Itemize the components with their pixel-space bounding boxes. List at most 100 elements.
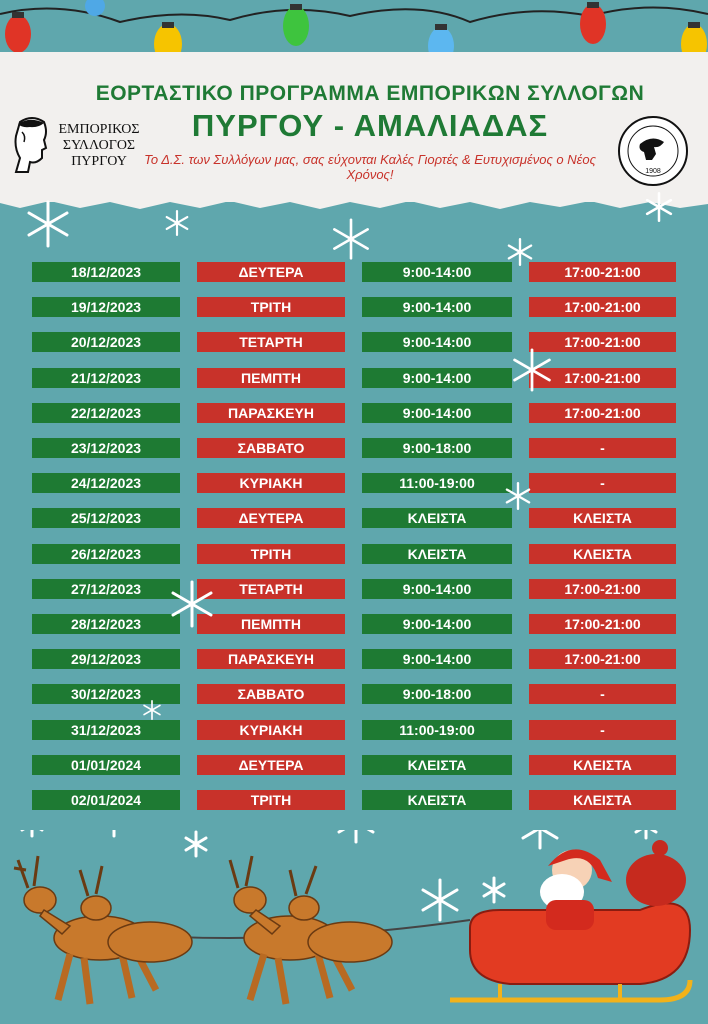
schedule-row: 19/12/2023 ΤΡΙΤΗ 9:00-14:00 17:00-21:00 — [32, 297, 676, 318]
snowflake-icon — [333, 218, 369, 260]
schedule-row: 20/12/2023 ΤΕΤΑΡΤΗ 9:00-14:00 17:00-21:00 — [32, 332, 676, 353]
date-cell: 30/12/2023 — [32, 684, 180, 705]
schedule-row: 28/12/2023 ΠΕΜΠΤΗ 9:00-14:00 17:00-21:00 — [32, 614, 676, 634]
evening-hours-cell: 17:00-21:00 — [529, 297, 676, 318]
torn-paper-edge — [0, 196, 708, 209]
title-line-1: ΕΟΡΤΑΣΤΙΚΟ ΠΡΟΓΡΑΜΜΑ ΕΜΠΟΡΙΚΩΝ ΣΥΛΛΟΓΩΝ — [95, 82, 645, 105]
day-cell: ΔΕΥΤΕΡΑ — [197, 754, 345, 775]
schedule-row: 02/01/2024 ΤΡΙΤΗ ΚΛΕΙΣΤΑ ΚΛΕΙΣΤΑ — [32, 790, 676, 810]
schedule-row: 30/12/2023 ΣΑΒΒΑΤΟ 9:00-18:00- — [32, 684, 676, 705]
date-cell: 19/12/2023 — [32, 297, 180, 318]
schedule-row: 29/12/2023 ΠΑΡΑΣΚΕΥΗ 9:00-14:00 17:00-21:00 — [32, 649, 676, 670]
hermes-seal-icon — [618, 116, 688, 186]
morning-hours-cell: 11:00-19:00 — [362, 473, 512, 494]
evening-hours-cell: - — [529, 473, 676, 494]
date-cell: 25/12/2023 — [32, 508, 180, 529]
evening-hours-cell: ΚΛΕΙΣΤΑ — [529, 754, 676, 775]
evening-hours-cell: ΚΛΕΙΣΤΑ — [529, 790, 676, 810]
evening-hours-cell: 17:00-21:00 — [529, 649, 676, 670]
schedule-row: 21/12/2023 ΠΕΜΠΤΗ 9:00-14:00 17:00-21:00 — [32, 367, 676, 388]
evening-hours-cell: - — [529, 684, 676, 705]
day-cell: ΠΕΜΠΤΗ — [197, 367, 345, 388]
evening-hours-cell: 17:00-21:00 — [529, 367, 676, 388]
day-cell: ΤΡΙΤΗ — [197, 543, 345, 564]
morning-hours-cell: 9:00-14:00 — [362, 614, 512, 634]
schedule-row: 01/01/2024 ΔΕΥΤΕΡΑ ΚΛΕΙΣΤΑ ΚΛΕΙΣΤΑ — [32, 754, 676, 775]
header-banner — [0, 52, 708, 202]
date-cell: 22/12/2023 — [32, 402, 180, 423]
morning-hours-cell: 9:00-14:00 — [362, 262, 512, 282]
snowflake-icon — [171, 580, 213, 628]
morning-hours-cell: ΚΛΕΙΣΤΑ — [362, 754, 512, 775]
evening-hours-cell: 17:00-21:00 — [529, 578, 676, 599]
date-cell: 29/12/2023 — [32, 649, 180, 670]
morning-hours-cell: 9:00-18:00 — [362, 438, 512, 458]
schedule-row: 25/12/2023 ΔΕΥΤΕΡΑ ΚΛΕΙΣΤΑ ΚΛΕΙΣΤΑ — [32, 508, 676, 529]
day-cell: ΤΡΙΤΗ — [197, 790, 345, 810]
day-cell: ΤΕΤΑΡΤΗ — [197, 578, 345, 599]
morning-hours-cell: 9:00-14:00 — [362, 367, 512, 388]
title-line-2: ΠΥΡΓΟΥ - ΑΜΑΛΙΑΔΑΣ — [191, 108, 549, 143]
date-cell: 24/12/2023 — [32, 473, 180, 494]
schedule-row: 26/12/2023 ΤΡΙΤΗ ΚΛΕΙΣΤΑ ΚΛΕΙΣΤΑ — [32, 543, 676, 564]
logo-text-line-2: ΣΥΛΛΟΓΟΣ — [62, 138, 136, 153]
date-cell: 23/12/2023 — [32, 438, 180, 458]
seal-year: 1908 — [645, 168, 661, 175]
day-cell: ΠΑΡΑΣΚΕΥΗ — [197, 649, 345, 670]
date-cell: 21/12/2023 — [32, 367, 180, 388]
evening-hours-cell: 17:00-21:00 — [529, 262, 676, 282]
morning-hours-cell: ΚΛΕΙΣΤΑ — [362, 543, 512, 564]
date-cell: 28/12/2023 — [32, 614, 180, 634]
evening-hours-cell: - — [529, 719, 676, 740]
snowflake-icon — [165, 210, 189, 236]
snowflake-icon — [645, 192, 673, 222]
morning-hours-cell: ΚΛΕΙΣΤΑ — [362, 508, 512, 529]
pyrgos-association-logo: ΕΜΠΟΡΙΚΟΣ ΣΥΛΛΟΓΟΣ ΠΥΡΓΟΥ — [10, 114, 140, 176]
hermes-head-icon — [14, 117, 48, 173]
snowflake-icon — [27, 200, 69, 248]
snowflake-icon — [505, 482, 531, 510]
evening-hours-cell: 17:00-21:00 — [529, 402, 676, 423]
evening-hours-cell: 17:00-21:00 — [529, 614, 676, 634]
evening-hours-cell: ΚΛΕΙΣΤΑ — [529, 508, 676, 529]
schedule-row: 24/12/2023 ΚΥΡΙΑΚΗ 11:00-19:00- — [32, 473, 676, 494]
schedule-row: 18/12/2023 ΔΕΥΤΕΡΑ 9:00-14:00 17:00-21:00 — [32, 262, 676, 282]
day-cell: ΔΕΥΤΕΡΑ — [197, 508, 345, 529]
date-cell: 02/01/2024 — [32, 790, 180, 810]
schedule-row: 27/12/2023 ΤΕΤΑΡΤΗ 9:00-14:00 17:00-21:00 — [32, 578, 676, 599]
date-cell: 31/12/2023 — [32, 719, 180, 740]
morning-hours-cell: ΚΛΕΙΣΤΑ — [362, 790, 512, 810]
date-cell: 26/12/2023 — [32, 543, 180, 564]
evening-hours-cell: 17:00-21:00 — [529, 332, 676, 353]
day-cell: ΔΕΥΤΕΡΑ — [197, 262, 345, 282]
evening-hours-cell: - — [529, 438, 676, 458]
santa-sleigh-reindeer-scene — [13, 830, 693, 1005]
date-cell: 27/12/2023 — [32, 578, 180, 599]
day-cell: ΣΑΒΒΑΤΟ — [197, 438, 345, 458]
evening-hours-cell: ΚΛΕΙΣΤΑ — [529, 543, 676, 564]
morning-hours-cell: 9:00-14:00 — [362, 402, 512, 423]
morning-hours-cell: 9:00-14:00 — [362, 297, 512, 318]
logo-text-line-3: ΠΥΡΓΟΥ — [71, 154, 127, 169]
snowflake-icon — [143, 700, 161, 720]
morning-hours-cell: 11:00-19:00 — [362, 719, 512, 740]
day-cell: ΚΥΡΙΑΚΗ — [197, 473, 345, 494]
date-cell: 18/12/2023 — [32, 262, 180, 282]
day-cell: ΤΡΙΤΗ — [197, 297, 345, 318]
day-cell: ΠΑΡΑΣΚΕΥΗ — [197, 402, 345, 423]
logo-text-line-1: ΕΜΠΟΡΙΚΟΣ — [58, 122, 140, 137]
morning-hours-cell: 9:00-14:00 — [362, 332, 512, 353]
date-cell: 01/01/2024 — [32, 754, 180, 775]
amaliada-association-seal: 1908 — [616, 114, 690, 188]
morning-hours-cell: 9:00-18:00 — [362, 684, 512, 705]
snowflake-icon — [513, 348, 551, 392]
morning-hours-cell: 9:00-14:00 — [362, 578, 512, 599]
snowflake-icon — [507, 238, 533, 266]
date-cell: 20/12/2023 — [32, 332, 180, 353]
day-cell: ΚΥΡΙΑΚΗ — [197, 719, 345, 740]
day-cell: ΣΑΒΒΑΤΟ — [197, 684, 345, 705]
schedule-row: 22/12/2023 ΠΑΡΑΣΚΕΥΗ 9:00-14:00 17:00-21:00 — [32, 402, 676, 423]
morning-hours-cell: 9:00-14:00 — [362, 649, 512, 670]
greeting-subtitle: Το Δ.Σ. των Συλλόγων μας, σας εύχονται Κ… — [144, 152, 596, 182]
day-cell: ΤΕΤΑΡΤΗ — [197, 332, 345, 353]
